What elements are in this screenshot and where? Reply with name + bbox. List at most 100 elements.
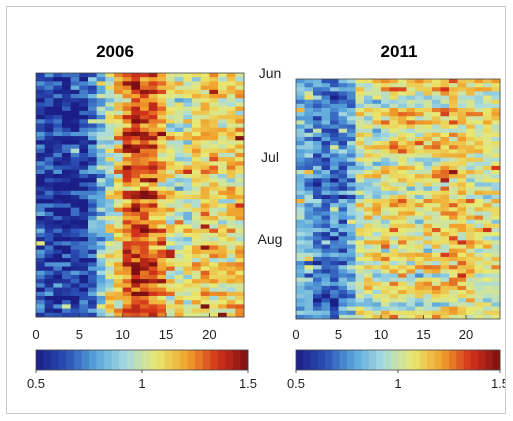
heatmap-cell (122, 199, 132, 204)
heatmap-cell (415, 120, 424, 125)
heatmap-cell (440, 190, 450, 196)
heatmap-cell (88, 148, 98, 154)
heatmap-cell (304, 256, 314, 262)
heatmap-cell (53, 89, 63, 95)
heatmap-cell (183, 279, 193, 284)
heatmap-cell (304, 107, 314, 113)
heatmap-cell (44, 291, 54, 297)
heatmap-cell (440, 161, 450, 167)
heatmap-cell (449, 244, 458, 250)
heatmap-cell (96, 136, 106, 141)
heatmap-cell (96, 102, 106, 108)
heatmap-cell (304, 157, 314, 163)
heatmap-cell (105, 207, 115, 213)
heatmap-cell (62, 102, 72, 108)
heatmap-cell (381, 207, 390, 212)
heatmap-cell (423, 83, 433, 88)
heatmap-cell (338, 244, 348, 250)
heatmap-cell (483, 252, 492, 258)
heatmap-cell (166, 127, 176, 133)
heatmap-cell (423, 99, 433, 105)
heatmap-cell (131, 220, 141, 225)
heatmap-cell (226, 274, 236, 280)
heatmap-cell (364, 103, 373, 109)
heatmap-cell (381, 285, 390, 291)
heatmap-cell (483, 232, 492, 237)
heatmap-cell (209, 127, 219, 133)
heatmap-cell (88, 115, 98, 120)
heatmap-cell (389, 252, 399, 258)
heatmap-cell (62, 258, 72, 263)
heatmap-cell (466, 141, 475, 146)
heatmap-cell (105, 190, 115, 196)
heatmap-cell (330, 256, 339, 262)
heatmap-cell (209, 287, 219, 293)
heatmap-cell (53, 283, 63, 288)
heatmap-cell (122, 308, 132, 314)
heatmap-cell (157, 85, 167, 91)
heatmap-cell (140, 190, 150, 196)
colorbar-segment (441, 350, 450, 370)
heatmap-cell (415, 170, 424, 175)
heatmap-cell (440, 186, 450, 192)
heatmap-cell (148, 152, 158, 158)
heatmap-cell (415, 236, 424, 241)
heatmap-cell (44, 216, 54, 221)
heatmap-cell (304, 215, 314, 221)
heatmap-cell (304, 211, 314, 216)
heatmap-cell (406, 103, 416, 109)
heatmap-cell (96, 77, 106, 82)
heatmap-cell (432, 298, 441, 303)
heatmap-cell (457, 252, 467, 258)
heatmap-cell (131, 85, 141, 91)
heatmap-cell (70, 110, 80, 116)
heatmap-cell (398, 132, 407, 138)
heatmap-cell (423, 153, 433, 159)
heatmap-cell (131, 228, 141, 234)
heatmap-cell (296, 170, 305, 175)
heatmap-cell (53, 237, 63, 242)
heatmap-cell (389, 132, 399, 138)
heatmap-cell (449, 285, 458, 291)
heatmap-cell (96, 228, 106, 234)
heatmap-cell (36, 279, 46, 284)
heatmap-cell (321, 87, 331, 92)
heatmap-cell (474, 120, 484, 125)
heatmap-cell (398, 136, 407, 142)
heatmap-cell (415, 199, 424, 204)
heatmap-cell (62, 136, 72, 141)
heatmap-cell (355, 79, 365, 84)
heatmap-cell (183, 81, 193, 87)
heatmap-cell (321, 302, 331, 307)
heatmap-cell (122, 216, 132, 221)
heatmap-cell (192, 169, 202, 175)
heatmap-cell (398, 256, 407, 262)
heatmap-cell (389, 194, 399, 200)
heatmap-cell (192, 140, 202, 145)
heatmap-cell (415, 223, 424, 229)
heatmap-cell (226, 279, 236, 284)
heatmap-cell (70, 279, 80, 284)
heatmap-cell (79, 89, 89, 95)
heatmap-cell (491, 310, 501, 316)
heatmap-cell (209, 152, 219, 158)
heatmap-cell (131, 249, 141, 255)
heatmap-cell (200, 241, 210, 246)
heatmap-cell (200, 274, 210, 280)
heatmap-cell (157, 203, 167, 209)
heatmap-cell (491, 157, 501, 163)
heatmap-cell (105, 73, 115, 78)
heatmap-cell (70, 195, 80, 200)
heatmap-cell (440, 149, 450, 154)
heatmap-cell (192, 266, 202, 272)
heatmap-cell (398, 91, 407, 96)
heatmap-cell (209, 110, 219, 116)
heatmap-cell (313, 294, 322, 299)
heatmap-cell (79, 220, 89, 225)
heatmap-cell (449, 203, 458, 208)
heatmap-cell (62, 157, 72, 162)
heatmap-cell (96, 270, 106, 276)
heatmap-cell (36, 253, 46, 259)
heatmap-cell (183, 157, 193, 162)
heatmap-cell (338, 194, 348, 200)
